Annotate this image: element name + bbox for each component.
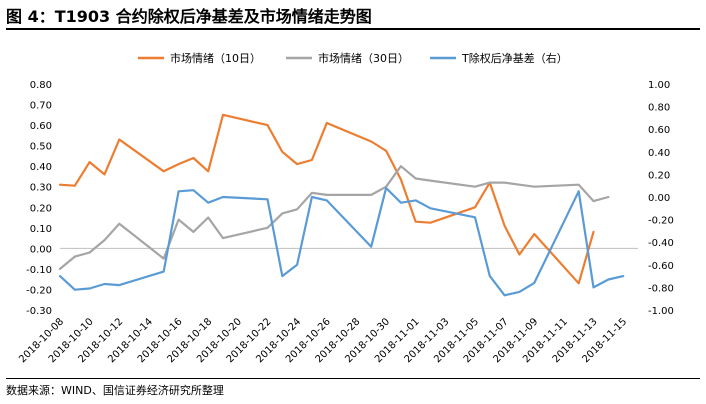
- y-left-tick-label: 0.80: [30, 80, 52, 91]
- y-right-tick-label: 0.40: [648, 148, 670, 159]
- y-right-tick-label: 0.60: [648, 125, 670, 136]
- y-right-tick-label: -0.80: [648, 283, 674, 294]
- y-left-tick-label: -0.10: [26, 265, 52, 276]
- y-right-tick-label: 0.20: [648, 170, 670, 181]
- y-right-tick-label: 0.80: [648, 103, 670, 114]
- chart-series: [58, 113, 625, 297]
- legend-label-1: 市场情绪（10日）: [170, 51, 261, 65]
- y-right-tick-label: -0.20: [648, 216, 674, 227]
- y-left-tick-label: 0.40: [30, 162, 52, 173]
- y-right-tick-label: 1.00: [648, 80, 670, 91]
- y-left-tick-label: 0.30: [30, 183, 52, 194]
- y-left-tick-label: 0.20: [30, 203, 52, 214]
- chart-legend: 市场情绪（10日） 市场情绪（30日） T除权后净基差（右）: [138, 51, 568, 65]
- y-left-tick-label: -0.30: [26, 306, 52, 317]
- legend-label-3: T除权后净基差（右）: [461, 51, 568, 65]
- y-left-tick-label: 0.50: [30, 142, 52, 153]
- y-left-tick-label: 0.70: [30, 101, 52, 112]
- series-line-1: [58, 113, 595, 285]
- source-note: 数据来源：WIND、国信证券经济研究所整理: [6, 378, 700, 400]
- figure-title: 图 4：T1903 合约除权后净基差及市场情绪走势图: [6, 4, 700, 30]
- y-left-tick-label: 0.10: [30, 224, 52, 235]
- series-line-2: [58, 165, 610, 270]
- y-right-tick-label: -0.40: [648, 238, 674, 249]
- legend-label-2: 市场情绪（30日）: [318, 51, 409, 65]
- y-left-tick-label: -0.20: [26, 285, 52, 296]
- series-line-3: [58, 186, 625, 297]
- y-right-tick-label: 0.00: [648, 193, 670, 204]
- y-left-tick-label: 0.60: [30, 121, 52, 132]
- y-right-tick-label: -0.60: [648, 261, 674, 272]
- y-right-tick-label: -1.00: [648, 306, 674, 317]
- y-left-tick-label: 0.00: [30, 244, 52, 255]
- chart-axes: 0.80 0.70 0.60 0.50 0.40 0.30 0.20 0.10 0.00 -0.1…: [17, 80, 674, 365]
